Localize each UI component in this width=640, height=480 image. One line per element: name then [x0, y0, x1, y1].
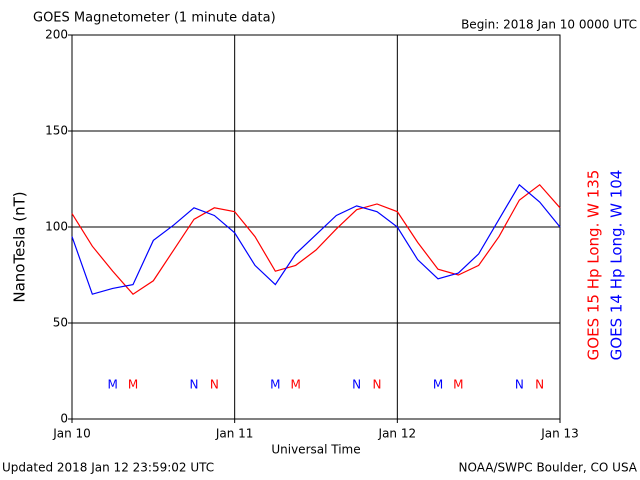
legend-label: GOES 14 Hp Long. W 104 [608, 170, 626, 361]
footer-right: NOAA/SWPC Boulder, CO USA [459, 461, 638, 475]
x-tick-label: Jan 10 [52, 427, 91, 441]
y-tick-label: 150 [45, 124, 68, 138]
y-tick-label: 50 [53, 316, 68, 330]
x-tick-label: Jan 13 [540, 427, 579, 441]
y-tick-label: 100 [45, 220, 68, 234]
marker-label: M [128, 378, 138, 392]
marker-label: M [453, 378, 463, 392]
marker-label: N [373, 378, 382, 392]
x-axis-label: Universal Time [271, 443, 360, 457]
marker-label: N [515, 378, 524, 392]
chart-title: GOES Magnetometer (1 minute data) [33, 11, 276, 26]
marker-label: N [352, 378, 361, 392]
legend-label: GOES 15 Hp Long. W 135 [585, 170, 603, 361]
footer-left: Updated 2018 Jan 12 23:59:02 UTC [2, 461, 214, 475]
y-tick-label: 0 [60, 412, 68, 426]
y-tick-label: 200 [45, 28, 68, 42]
y-axis-label: NanoTesla (nT) [11, 191, 29, 302]
series-line [71, 183, 561, 295]
marker-label: M [270, 378, 280, 392]
marker-label: M [107, 378, 117, 392]
series-line [71, 183, 561, 295]
marker-label: N [535, 378, 544, 392]
x-tick-label: Jan 12 [378, 427, 417, 441]
marker-label: M [290, 378, 300, 392]
chart-subtitle: Begin: 2018 Jan 10 0000 UTC [461, 18, 637, 32]
marker-label: N [190, 378, 199, 392]
x-tick-label: Jan 11 [215, 427, 254, 441]
marker-label: N [210, 378, 219, 392]
marker-label: M [433, 378, 443, 392]
